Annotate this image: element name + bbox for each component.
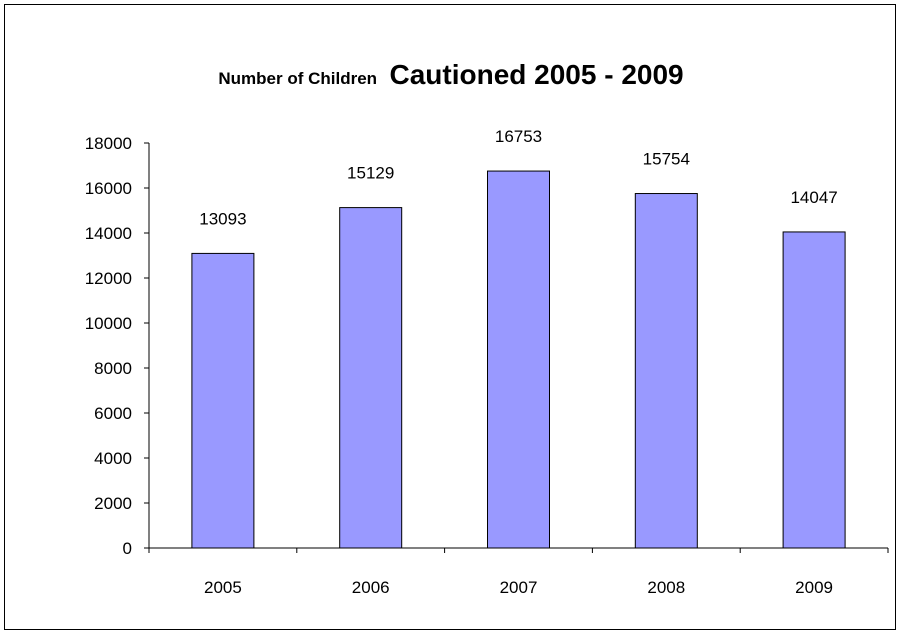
y-tick-label: 12000	[85, 269, 132, 288]
data-label-2008: 15754	[643, 150, 690, 169]
bars	[191, 170, 846, 549]
x-axis: 2005 2006 2007 2008 2009	[148, 547, 889, 597]
bar-2006	[339, 207, 403, 549]
y-tick-label: 14000	[85, 224, 132, 243]
x-tick-label: 2009	[795, 578, 833, 597]
y-tick-label: 16000	[85, 179, 132, 198]
bar-2008	[634, 193, 698, 549]
x-tick-label: 2008	[647, 578, 685, 597]
x-tick-label: 2007	[500, 578, 538, 597]
data-label-2007: 16753	[495, 127, 542, 146]
data-label-2005: 13093	[199, 209, 246, 228]
chart-title-part-1: Number of Children	[218, 69, 377, 88]
bar-2005	[191, 252, 255, 549]
y-axis: 0 2000 4000 6000 8000 10000 12000 14000 16000 180…	[85, 134, 150, 558]
y-tick-label: 10000	[85, 314, 132, 333]
y-tick-label: 2000	[94, 494, 132, 513]
y-tick-label: 18000	[85, 134, 132, 153]
y-tick-label: 8000	[94, 359, 132, 378]
x-tick-label: 2005	[204, 578, 242, 597]
y-tick-label: 6000	[94, 404, 132, 423]
x-tick-label: 2006	[352, 578, 390, 597]
chart-title-part-2: Cautioned 2005 - 2009	[390, 59, 684, 90]
chart-frame: Number of Children Cautioned 2005 - 2009…	[4, 4, 896, 630]
chart-title: Number of Children Cautioned 2005 - 2009	[218, 59, 683, 90]
data-labels: 13093 15129 16753 15754 14047	[199, 127, 837, 228]
bar-chart: Number of Children Cautioned 2005 - 2009…	[85, 59, 889, 597]
data-label-2006: 15129	[347, 164, 394, 183]
y-tick-label: 4000	[94, 449, 132, 468]
y-tick-label: 0	[123, 539, 132, 558]
data-label-2009: 14047	[790, 188, 837, 207]
bar-2007	[487, 170, 550, 549]
bar-2009	[782, 231, 846, 549]
